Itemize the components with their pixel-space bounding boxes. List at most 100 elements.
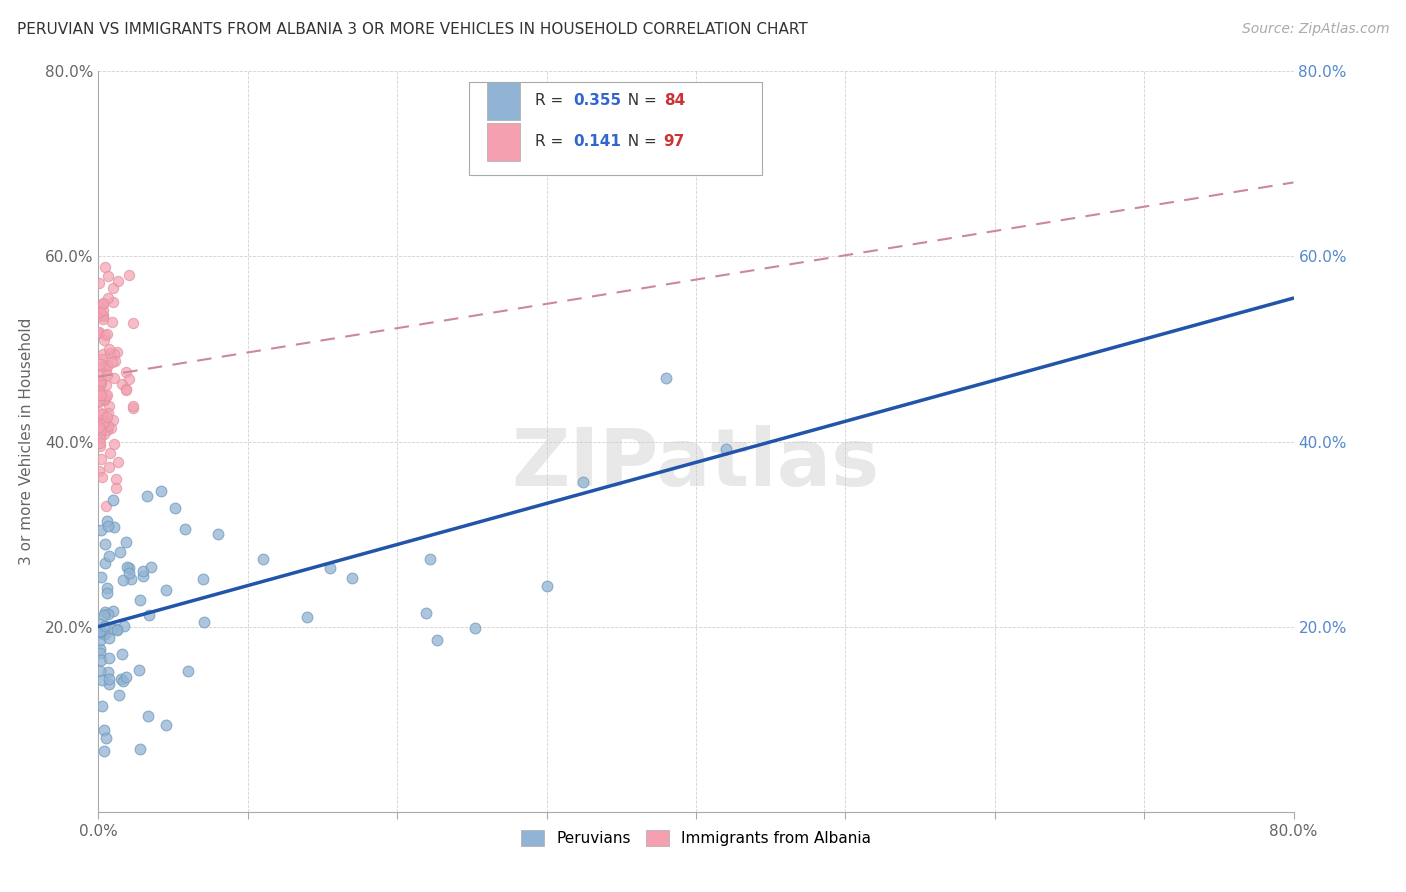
Point — [121, 316, 143, 330]
Text: 0.355: 0.355 — [572, 94, 621, 109]
Point — [96, 388, 118, 402]
Point — [98, 346, 121, 360]
Point — [96, 326, 118, 341]
Point — [105, 344, 128, 359]
Point — [93, 627, 115, 641]
Point — [94, 362, 117, 376]
Point — [100, 315, 122, 329]
Point — [191, 573, 214, 587]
Point — [104, 472, 127, 486]
Point — [93, 608, 115, 623]
Point — [97, 665, 120, 679]
Point — [655, 371, 678, 385]
Point — [163, 501, 186, 516]
Text: 0.141: 0.141 — [572, 135, 621, 149]
Point — [89, 326, 111, 340]
Point — [87, 411, 110, 425]
Point — [91, 470, 114, 484]
Point — [100, 421, 122, 435]
Point — [91, 308, 114, 322]
Text: Source: ZipAtlas.com: Source: ZipAtlas.com — [1241, 22, 1389, 37]
Point — [149, 483, 172, 498]
Point — [97, 459, 120, 474]
Point — [94, 378, 117, 392]
Point — [295, 609, 318, 624]
FancyBboxPatch shape — [486, 122, 520, 161]
Point — [89, 303, 111, 318]
Point — [93, 723, 115, 737]
Point — [105, 622, 128, 636]
Point — [103, 281, 125, 295]
Point — [89, 624, 111, 639]
Point — [118, 268, 141, 283]
Point — [91, 296, 114, 310]
Point — [129, 741, 152, 756]
Point — [129, 593, 152, 607]
Point — [112, 673, 135, 688]
Point — [97, 291, 120, 305]
Point — [340, 571, 363, 585]
Point — [104, 354, 127, 368]
Point — [94, 606, 117, 620]
Text: R =: R = — [534, 94, 568, 109]
Point — [141, 560, 163, 574]
Point — [87, 299, 110, 313]
Point — [101, 295, 124, 310]
Point — [97, 399, 120, 413]
Point — [107, 274, 129, 288]
Point — [96, 586, 118, 600]
Point — [89, 375, 111, 389]
Point — [155, 718, 177, 732]
Point — [97, 519, 120, 533]
Point — [89, 632, 111, 647]
Point — [117, 560, 139, 574]
Point — [94, 499, 117, 513]
Point — [115, 535, 138, 549]
Point — [97, 268, 120, 283]
Point — [138, 608, 160, 623]
Point — [207, 526, 229, 541]
Point — [103, 520, 125, 534]
Point — [111, 376, 134, 391]
Point — [110, 545, 132, 559]
Point — [90, 673, 112, 687]
Point — [536, 579, 558, 593]
Point — [87, 326, 110, 340]
Point — [114, 383, 136, 397]
Point — [132, 569, 155, 583]
Point — [93, 309, 115, 323]
Point — [89, 624, 111, 639]
Point — [91, 416, 114, 430]
Point — [103, 413, 125, 427]
Point — [111, 648, 134, 662]
Point — [98, 651, 121, 665]
Point — [97, 418, 120, 433]
Point — [94, 328, 117, 343]
Point — [419, 552, 441, 566]
Point — [89, 664, 111, 678]
Point — [89, 420, 111, 434]
Point — [105, 624, 128, 638]
Point — [93, 556, 115, 570]
Point — [91, 347, 114, 361]
Y-axis label: 3 or more Vehicles in Household: 3 or more Vehicles in Household — [18, 318, 34, 566]
Point — [89, 431, 111, 445]
Point — [101, 493, 124, 508]
Point — [101, 355, 124, 369]
Point — [122, 399, 145, 413]
Point — [96, 414, 118, 428]
Point — [128, 663, 150, 677]
Point — [89, 421, 111, 435]
Point — [91, 351, 114, 366]
Point — [91, 416, 114, 430]
Point — [104, 481, 127, 495]
Point — [89, 358, 111, 372]
Point — [93, 426, 115, 441]
Point — [571, 475, 593, 490]
Point — [135, 489, 157, 503]
Point — [91, 411, 114, 425]
Point — [120, 572, 142, 586]
Point — [97, 672, 120, 686]
Point — [90, 452, 112, 467]
Point — [90, 523, 112, 537]
